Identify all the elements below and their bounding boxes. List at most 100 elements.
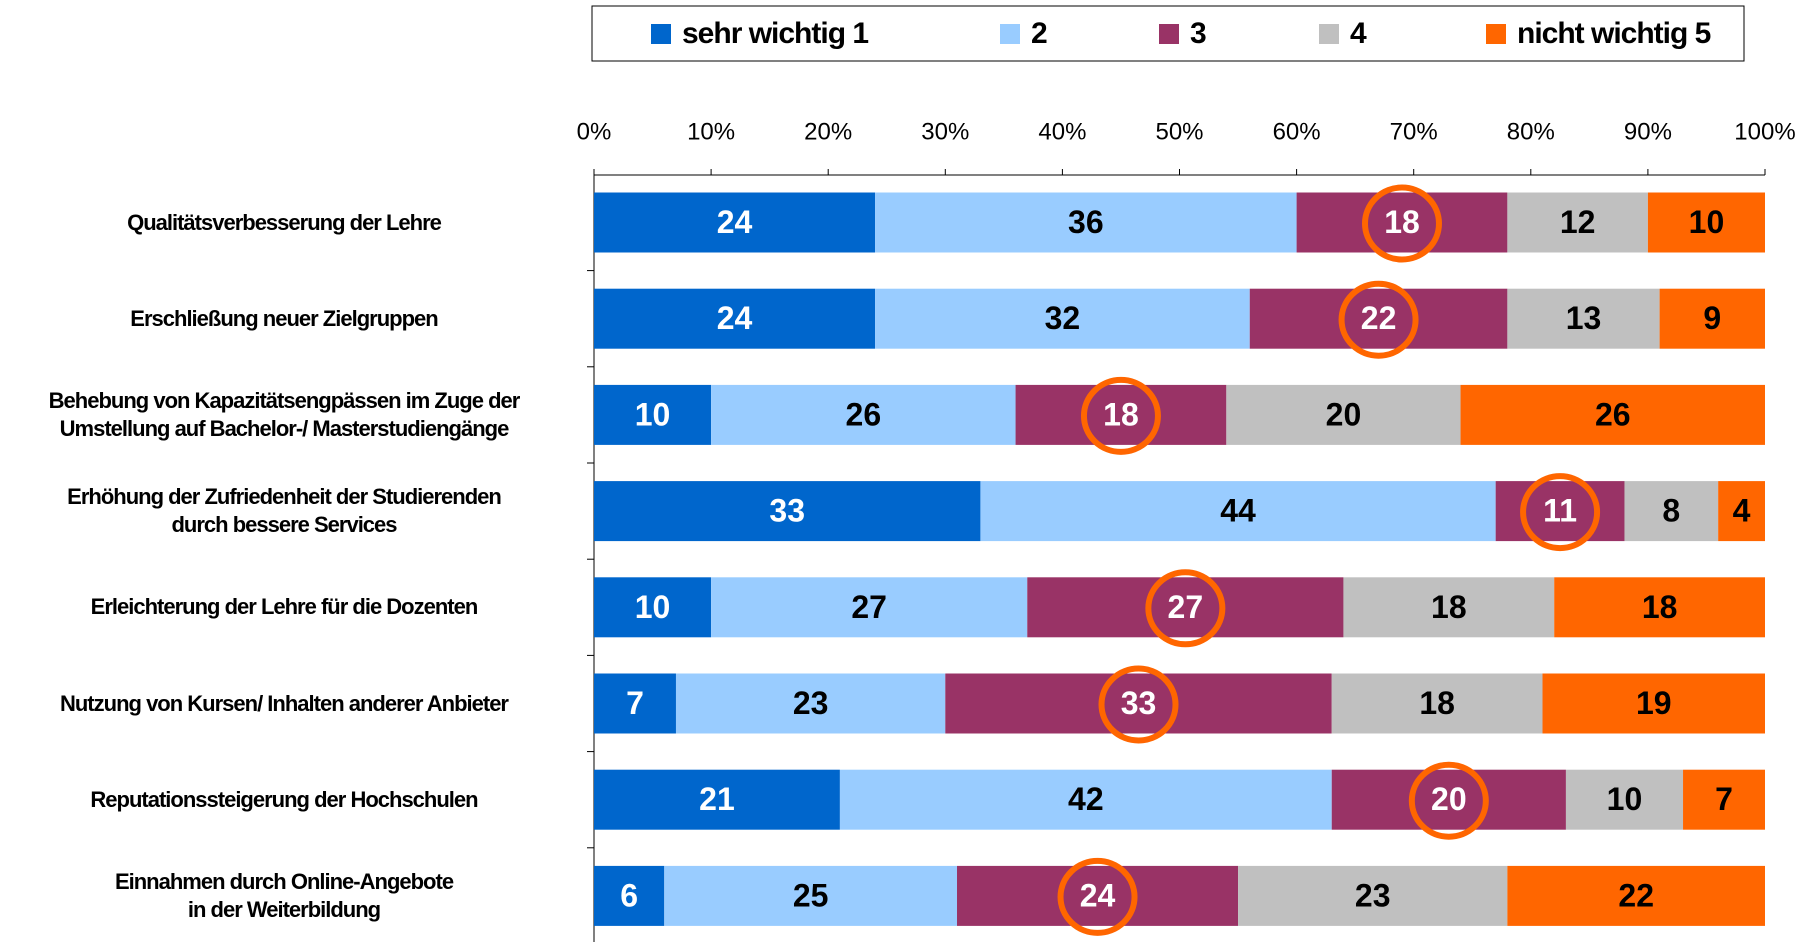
bar-segment — [1460, 384, 1765, 445]
bar-segment — [1659, 288, 1765, 349]
data-label: 23 — [793, 685, 829, 721]
x-tick-label: 40% — [1038, 118, 1086, 145]
bar-segment — [1507, 865, 1765, 926]
bar-segment — [1647, 192, 1765, 253]
data-label: 33 — [769, 493, 805, 529]
bar-segment — [594, 577, 712, 638]
highlight-circle — [1098, 665, 1179, 744]
x-tick-label: 20% — [804, 118, 852, 145]
bar-segment — [945, 673, 1332, 734]
bar-segment — [839, 769, 1332, 830]
bar-segment — [875, 192, 1297, 253]
bar-segment — [594, 192, 876, 253]
data-label: 10 — [635, 396, 671, 432]
y-tick-label: Einnahmen durch Online-Angebote in der W… — [114, 868, 454, 922]
bar-segment — [1249, 288, 1508, 349]
y-tick-label: Reputationssteigerung der Hochschulen — [90, 786, 478, 812]
data-label: 24 — [1080, 877, 1116, 913]
data-label: 44 — [1220, 493, 1256, 529]
bar-segment — [1296, 192, 1508, 253]
data-label: 18 — [1431, 589, 1467, 625]
data-label: 32 — [1045, 300, 1081, 336]
data-label: 12 — [1560, 204, 1596, 240]
data-label: 19 — [1636, 685, 1672, 721]
bar-segment — [1238, 865, 1508, 926]
data-label: 23 — [1355, 877, 1391, 913]
bar-segment — [1683, 769, 1765, 830]
legend-label: sehr wichtig 1 — [682, 17, 868, 50]
bar-segment — [1565, 769, 1684, 830]
data-label: 10 — [1689, 204, 1725, 240]
data-label: 7 — [1715, 781, 1733, 817]
bar-segment — [1226, 384, 1461, 445]
legend-label: 2 — [1031, 17, 1047, 50]
legend-swatch — [1000, 24, 1020, 44]
bar-segment — [875, 288, 1250, 349]
data-label: 25 — [793, 877, 829, 913]
legend-label: 3 — [1190, 17, 1206, 50]
bar-segment — [957, 865, 1239, 926]
bar-segment — [1507, 288, 1660, 349]
data-label: 22 — [1361, 300, 1397, 336]
bar-segment — [1331, 769, 1566, 830]
data-label: 18 — [1384, 204, 1420, 240]
data-label: 20 — [1326, 396, 1362, 432]
data-label: 24 — [717, 204, 753, 240]
bar-segment — [594, 673, 676, 734]
data-label: 33 — [1121, 685, 1157, 721]
y-tick-label: Erleichterung der Lehre für die Dozenten — [90, 594, 479, 620]
y-tick-label: Erschließung neuer Zielgruppen — [130, 305, 438, 331]
data-label: 18 — [1103, 396, 1139, 432]
bar-segment — [1027, 577, 1344, 638]
legend-swatch — [1159, 24, 1179, 44]
x-tick-label: 80% — [1507, 118, 1555, 145]
bar-segment — [1015, 384, 1227, 445]
bar-segment — [1331, 673, 1543, 734]
legend-swatch — [1486, 24, 1506, 44]
legend-label: nicht wichtig 5 — [1517, 17, 1711, 50]
bar-segment — [1495, 481, 1625, 542]
data-label: 4 — [1733, 493, 1751, 529]
bar-segment — [1542, 673, 1765, 734]
y-tick-label: Qualitätsverbesserung der Lehre — [127, 209, 442, 235]
legend-swatch — [651, 24, 671, 44]
bar-segment — [1507, 192, 1648, 253]
bar-segment — [664, 865, 958, 926]
data-label: 27 — [1168, 589, 1204, 625]
highlight-circle — [1361, 184, 1442, 263]
data-label: 9 — [1703, 300, 1721, 336]
y-tick-label: Behebung von Kapazitätsengpässen im Zuge… — [48, 387, 521, 441]
bar-segment — [594, 384, 712, 445]
bar-segment — [594, 481, 981, 542]
data-label: 42 — [1068, 781, 1104, 817]
data-label: 20 — [1431, 781, 1467, 817]
bar-segment — [980, 481, 1496, 542]
highlight-circle — [1338, 280, 1419, 359]
data-label: 21 — [699, 781, 735, 817]
highlight-circle — [1408, 761, 1489, 840]
data-label: 8 — [1662, 493, 1680, 529]
highlight-circle — [1520, 473, 1601, 552]
data-label: 26 — [1595, 396, 1631, 432]
bar-segment — [1554, 577, 1765, 638]
legend-label: 4 — [1350, 17, 1367, 50]
highlight-circle — [1145, 569, 1226, 648]
bar-segment — [594, 288, 876, 349]
x-tick-label: 60% — [1273, 118, 1321, 145]
y-tick-label: Erhöhung der Zufriedenheit der Studieren… — [67, 484, 502, 538]
data-label: 36 — [1068, 204, 1104, 240]
x-tick-label: 0% — [577, 118, 612, 145]
bar-segment — [711, 577, 1028, 638]
bar-segment — [711, 384, 1016, 445]
data-label: 24 — [717, 300, 753, 336]
data-label: 11 — [1543, 493, 1577, 529]
x-tick-label: 70% — [1390, 118, 1438, 145]
legend-swatch — [1319, 24, 1339, 44]
bar-segment — [675, 673, 946, 734]
data-label: 10 — [1607, 781, 1643, 817]
x-tick-label: 90% — [1624, 118, 1672, 145]
data-label: 18 — [1419, 685, 1455, 721]
bar-segment — [594, 865, 665, 926]
